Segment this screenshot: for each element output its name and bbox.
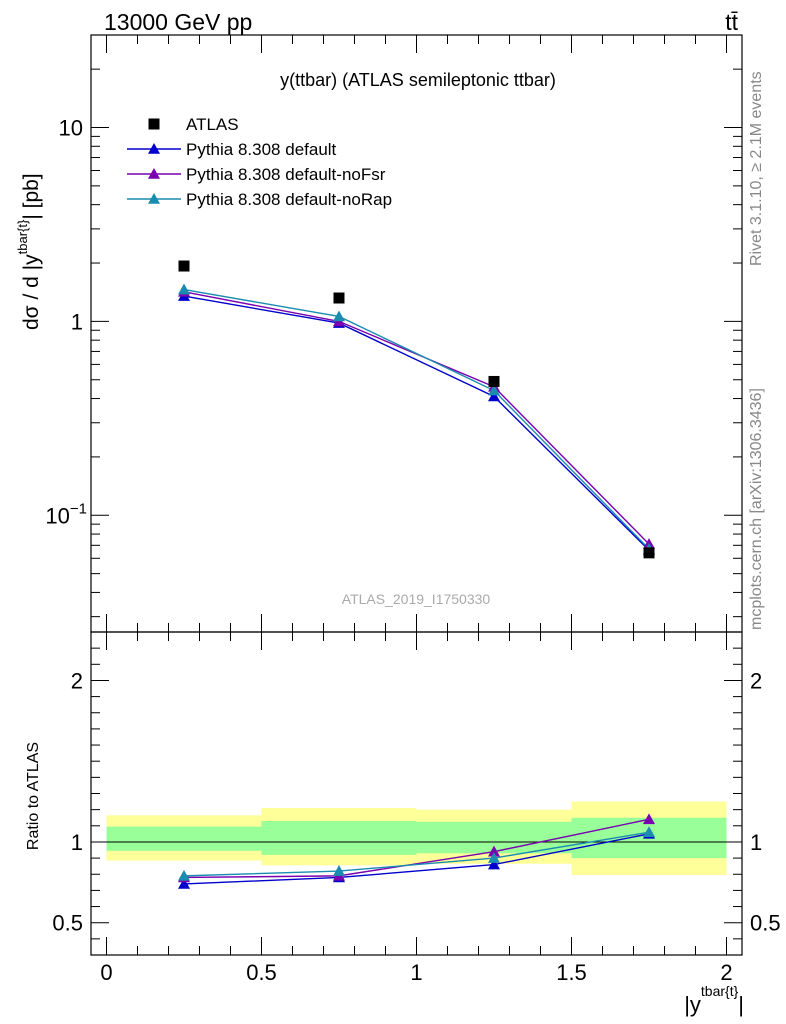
- series-marker: [333, 310, 345, 322]
- ratio-y-tick-label-right: 1: [750, 830, 762, 855]
- legend: ATLAS Pythia 8.308 default Pythia 8.308 de…: [127, 115, 392, 209]
- main-axis-ticks: 10−1 1 10: [45, 34, 742, 632]
- xlabel-sup: tbar{t}: [701, 983, 739, 999]
- data-point: [488, 375, 500, 387]
- ratio-y-tick-label-left: 2: [71, 668, 83, 693]
- rivet-version: Rivet 3.1.10, ≥ 2.1M events: [748, 71, 765, 266]
- ratio-series-line: [183, 833, 650, 885]
- x-tick-label: 0.5: [246, 960, 277, 985]
- legend-marker: [148, 193, 160, 204]
- ratio-bands: [106, 801, 727, 876]
- main-ylabel-sup: tbar{t}: [15, 219, 30, 254]
- ratio-y-tick-label-left: 1: [71, 830, 83, 855]
- ratio-series-line: [183, 831, 650, 877]
- x-tick-label: 1.5: [556, 960, 587, 985]
- series-marker: [488, 390, 500, 402]
- main-ylabel: dσ / d |ytbar{t}| [pb]: [15, 173, 43, 330]
- legend-label: Pythia 8.308 default: [186, 140, 337, 159]
- ratio-y-tick-label-right: 2: [750, 668, 762, 693]
- ratio-series-marker: [643, 813, 655, 825]
- ratio-series-marker: [488, 845, 500, 857]
- data-point: [333, 292, 345, 304]
- ratio-series-line: [183, 818, 650, 879]
- band-green: [106, 826, 262, 851]
- series-line: [183, 295, 650, 551]
- data-point: [178, 260, 190, 272]
- ratio-ylabel: Ratio to ATLAS: [25, 742, 42, 850]
- main-title: y(ttbar) (ATLAS semileptonic ttbar): [280, 70, 556, 90]
- x-tick-label: 2: [720, 960, 732, 985]
- ratio-series-marker: [643, 826, 655, 838]
- ratio-y-tick-label-right: 0.5: [750, 911, 781, 936]
- watermark: ATLAS_2019_I1750330: [342, 591, 491, 607]
- main-ylabel-end: | [pb]: [20, 173, 43, 219]
- ratio-series-marker: [178, 877, 190, 889]
- legend-marker: [148, 168, 160, 179]
- y-tick-label: 1: [71, 309, 83, 334]
- series-marker: [488, 384, 500, 396]
- mcplots-credit: mcplots.cern.ch [arXiv:1306.3436]: [748, 388, 765, 630]
- series-line: [183, 291, 650, 545]
- header-energy: 13000 GeV pp: [104, 9, 252, 35]
- x-tick-label: 0: [100, 960, 112, 985]
- xlabel: |ytbar{t}|: [684, 983, 744, 1017]
- series-marker: [178, 283, 190, 295]
- ratio-frame: [90, 631, 743, 956]
- ratio-series-lines: [183, 818, 650, 885]
- ratio-series-marker: [178, 869, 190, 881]
- y-tick-label: 10−1: [45, 500, 87, 528]
- legend-marker-data: [148, 118, 160, 130]
- ratio-axis-ticks: 0 0.5 1 1.5 2 0.5 0.5 1 1 2 2: [52, 632, 781, 985]
- xlabel-end: |: [738, 992, 744, 1017]
- main-panel: y(ttbar) (ATLAS semileptonic ttbar) ATLA…: [15, 34, 743, 633]
- main-markers: [178, 260, 655, 559]
- y-tick-label: 10: [59, 116, 83, 141]
- ratio-series-marker: [333, 865, 345, 876]
- legend-label: Pythia 8.308 default-noFsr: [186, 165, 386, 184]
- main-series-lines: [183, 288, 650, 551]
- legend-marker: [148, 143, 160, 154]
- data-point: [643, 547, 655, 559]
- x-tick-label: 1: [410, 960, 422, 985]
- main-ylabel-text: dσ / d |y: [20, 254, 43, 330]
- header-process: tt̄: [725, 9, 738, 35]
- ratio-y-tick-label-left: 0.5: [52, 911, 83, 936]
- ratio-series-marker: [488, 852, 500, 863]
- legend-label: Pythia 8.308 default-noRap: [186, 190, 392, 209]
- ratio-markers: [178, 813, 655, 889]
- xlabel-text: |y: [684, 992, 701, 1017]
- series-line: [183, 288, 650, 550]
- ratio-panel: 0 0.5 1 1.5 2 0.5 0.5 1 1 2 2 Ratio to ATLAS |ytba…: [25, 631, 781, 1017]
- legend-label-data: ATLAS: [186, 115, 239, 134]
- ratio-series-marker: [488, 858, 500, 870]
- band-green: [261, 820, 417, 855]
